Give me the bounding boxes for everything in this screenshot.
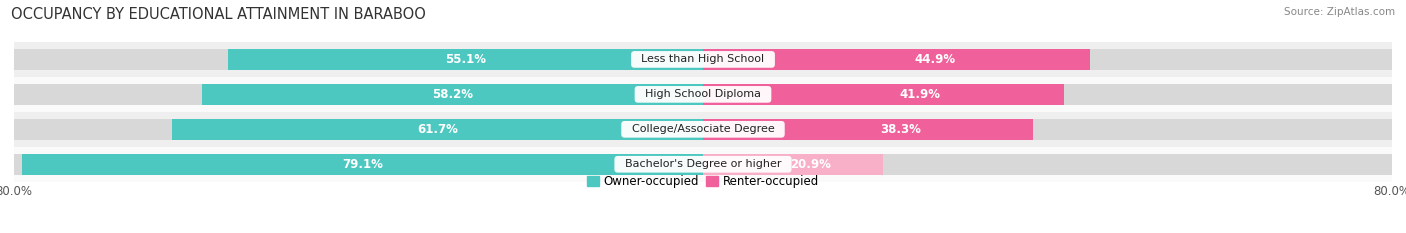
Bar	[703, 119, 1392, 140]
Bar	[14, 147, 1392, 182]
Bar	[14, 84, 703, 105]
Text: College/Associate Degree: College/Associate Degree	[624, 124, 782, 134]
Text: 58.2%: 58.2%	[432, 88, 472, 101]
Bar	[14, 112, 1392, 147]
Legend: Owner-occupied, Renter-occupied: Owner-occupied, Renter-occupied	[582, 170, 824, 193]
Text: Less than High School: Less than High School	[634, 55, 772, 64]
Bar	[703, 119, 1033, 140]
Text: Source: ZipAtlas.com: Source: ZipAtlas.com	[1284, 7, 1395, 17]
Bar	[14, 154, 703, 175]
Bar	[22, 154, 703, 175]
Bar	[703, 154, 1392, 175]
Text: 41.9%: 41.9%	[898, 88, 941, 101]
Bar	[172, 119, 703, 140]
Text: 38.3%: 38.3%	[880, 123, 921, 136]
Bar	[14, 119, 703, 140]
Bar	[14, 42, 1392, 77]
Bar	[14, 49, 703, 70]
Bar	[14, 77, 1392, 112]
Text: OCCUPANCY BY EDUCATIONAL ATTAINMENT IN BARABOO: OCCUPANCY BY EDUCATIONAL ATTAINMENT IN B…	[11, 7, 426, 22]
Bar	[703, 154, 883, 175]
Bar	[703, 49, 1392, 70]
Text: 44.9%: 44.9%	[914, 53, 956, 66]
Text: 61.7%: 61.7%	[418, 123, 458, 136]
Text: 20.9%: 20.9%	[790, 158, 831, 171]
Text: Bachelor's Degree or higher: Bachelor's Degree or higher	[617, 159, 789, 169]
Text: 79.1%: 79.1%	[342, 158, 382, 171]
Bar	[703, 84, 1392, 105]
Bar	[703, 84, 1064, 105]
Bar	[229, 49, 703, 70]
Text: 55.1%: 55.1%	[446, 53, 486, 66]
Text: High School Diploma: High School Diploma	[638, 89, 768, 99]
Bar	[703, 49, 1090, 70]
Bar	[202, 84, 703, 105]
